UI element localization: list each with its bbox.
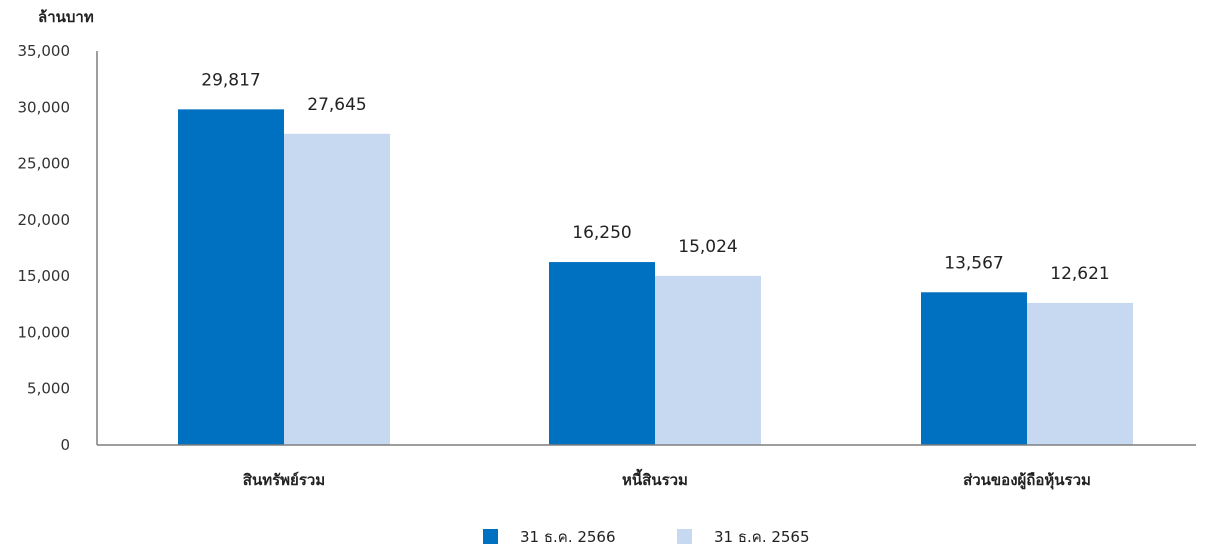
legend-label: 31 ธ.ค. 2566 xyxy=(520,528,616,546)
legend: 31 ธ.ค. 2566 31 ธ.ค. 2565 xyxy=(483,528,810,546)
y-axis: 0 5,000 10,000 15,000 20,000 25,000 30,000 35,0… xyxy=(18,42,71,454)
category-label: หนี้สินรวม xyxy=(622,468,688,489)
y-tick-label: 10,000 xyxy=(18,323,71,341)
data-label: 13,567 xyxy=(944,253,1003,273)
y-tick-label: 30,000 xyxy=(18,98,71,116)
bar-series-2565 xyxy=(284,133,390,446)
legend-swatch xyxy=(483,529,498,544)
bar-series-2565 xyxy=(1027,302,1133,445)
data-label: 12,621 xyxy=(1050,264,1109,284)
y-tick-label: 35,000 xyxy=(18,42,71,60)
data-label: 27,645 xyxy=(307,95,366,115)
legend-swatch xyxy=(677,529,692,544)
category-label: ส่วนของผู้ถือหุ้นรวม xyxy=(963,471,1091,490)
bars-group xyxy=(178,109,1133,446)
bar-series-2566 xyxy=(549,262,655,445)
bar-series-2565 xyxy=(655,275,761,445)
y-tick-label: 20,000 xyxy=(18,211,71,229)
category-labels: สินทรัพย์รวม หนี้สินรวม ส่วนของผู้ถือหุ้นร… xyxy=(243,468,1091,490)
data-label: 29,817 xyxy=(201,70,260,90)
category-label: สินทรัพย์รวม xyxy=(243,471,325,489)
bar-series-2566 xyxy=(921,292,1027,445)
y-tick-label: 5,000 xyxy=(27,380,70,398)
y-tick-label: 25,000 xyxy=(18,155,71,173)
data-label: 15,024 xyxy=(678,237,737,257)
data-label: 16,250 xyxy=(572,223,631,243)
data-labels-group: 29,817 27,645 16,250 15,024 13,567 12,621 xyxy=(201,70,1109,284)
y-tick-label: 15,000 xyxy=(18,267,71,285)
legend-label: 31 ธ.ค. 2565 xyxy=(714,528,810,546)
y-tick-label: 0 xyxy=(60,436,70,454)
y-axis-unit-label: ล้านบาท xyxy=(38,8,94,26)
bar-series-2566 xyxy=(178,109,284,446)
